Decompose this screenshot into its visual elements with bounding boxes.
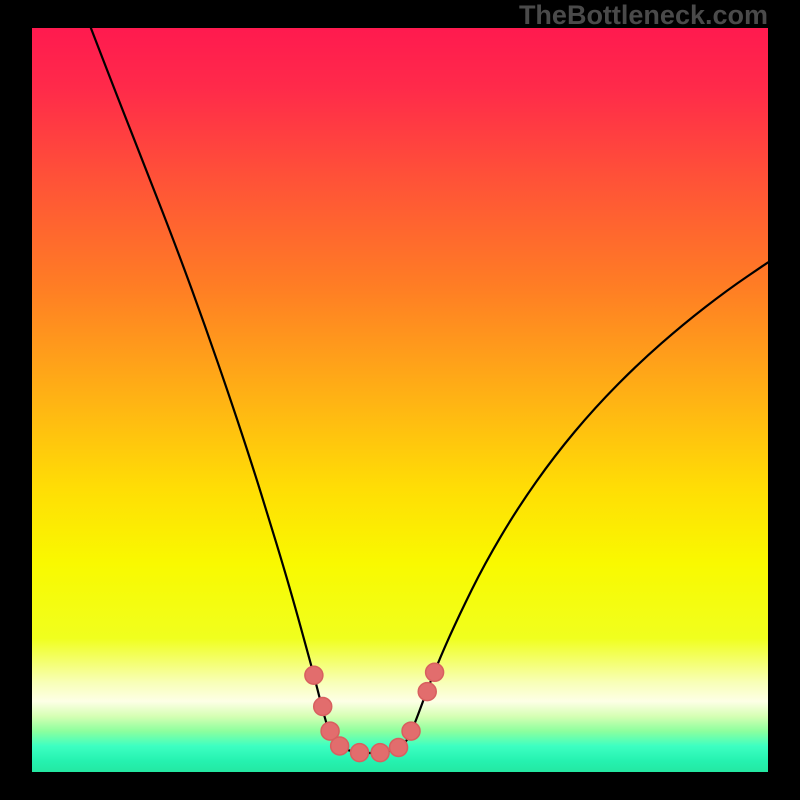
data-marker [331, 737, 349, 755]
plot-area [32, 28, 768, 772]
chart-svg [32, 28, 768, 772]
data-marker [418, 683, 436, 701]
data-marker [390, 738, 408, 756]
watermark-text: TheBottleneck.com [519, 0, 768, 31]
data-marker [426, 663, 444, 681]
data-marker [371, 744, 389, 762]
data-marker [314, 698, 332, 716]
data-marker [305, 666, 323, 684]
gradient-background [32, 28, 768, 772]
data-marker [351, 744, 369, 762]
data-marker [402, 722, 420, 740]
